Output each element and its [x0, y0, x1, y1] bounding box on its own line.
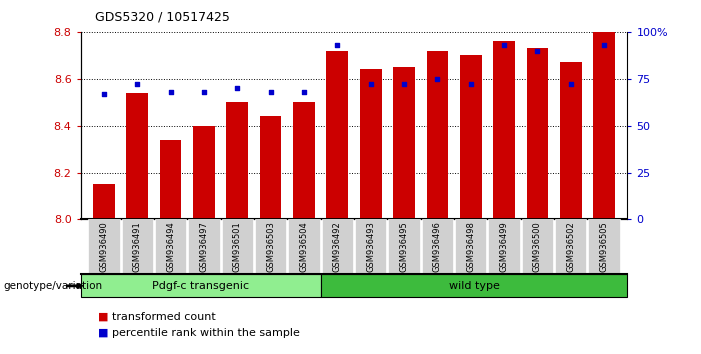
Point	[365, 81, 376, 87]
Bar	[360, 69, 381, 219]
Point	[465, 81, 476, 87]
Text: GSM936505: GSM936505	[599, 222, 608, 272]
Bar	[160, 140, 182, 219]
Text: transformed count: transformed count	[112, 312, 216, 322]
Text: GSM936490: GSM936490	[100, 222, 109, 272]
Bar	[426, 51, 448, 219]
Bar	[293, 102, 315, 219]
Point	[332, 42, 343, 48]
Bar	[327, 51, 348, 219]
Point	[265, 89, 276, 95]
Text: Pdgf-c transgenic: Pdgf-c transgenic	[152, 281, 249, 291]
Text: GSM936494: GSM936494	[166, 222, 175, 272]
Text: ■: ■	[98, 328, 109, 338]
Text: GSM936496: GSM936496	[433, 222, 442, 272]
Text: GSM936497: GSM936497	[200, 222, 208, 272]
Bar	[593, 32, 615, 219]
Bar	[226, 102, 248, 219]
Text: GSM936498: GSM936498	[466, 222, 475, 272]
Text: GDS5320 / 10517425: GDS5320 / 10517425	[95, 11, 229, 24]
Bar	[393, 67, 415, 219]
Text: ■: ■	[98, 312, 109, 322]
Point	[432, 76, 443, 81]
Bar	[260, 116, 282, 219]
Text: GSM936492: GSM936492	[333, 222, 342, 272]
Point	[398, 81, 409, 87]
Text: GSM936504: GSM936504	[299, 222, 308, 272]
Point	[132, 81, 143, 87]
Text: GSM936500: GSM936500	[533, 222, 542, 272]
Point	[599, 42, 610, 48]
Text: GSM936491: GSM936491	[132, 222, 142, 272]
Text: GSM936493: GSM936493	[366, 222, 375, 272]
Point	[98, 91, 109, 97]
Text: percentile rank within the sample: percentile rank within the sample	[112, 328, 300, 338]
Bar	[193, 126, 215, 219]
Text: GSM936502: GSM936502	[566, 222, 576, 272]
Text: wild type: wild type	[449, 281, 500, 291]
Bar	[494, 41, 515, 219]
Text: GSM936503: GSM936503	[266, 222, 275, 272]
Text: GSM936495: GSM936495	[400, 222, 409, 272]
Point	[232, 85, 243, 91]
Text: GSM936501: GSM936501	[233, 222, 242, 272]
Point	[532, 48, 543, 53]
Point	[165, 89, 176, 95]
Bar	[93, 184, 115, 219]
Point	[498, 42, 510, 48]
Point	[198, 89, 210, 95]
Bar	[560, 62, 582, 219]
Text: genotype/variation: genotype/variation	[4, 281, 102, 291]
Text: GSM936499: GSM936499	[500, 222, 508, 272]
Bar	[460, 55, 482, 219]
Bar	[526, 48, 548, 219]
Point	[565, 81, 576, 87]
Point	[299, 89, 310, 95]
Bar	[126, 93, 148, 219]
